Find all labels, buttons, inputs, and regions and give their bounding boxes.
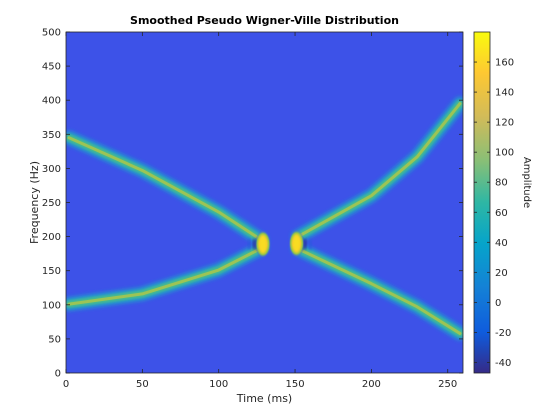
x-tick-label: 250: [438, 379, 457, 390]
y-tick-label: 300: [42, 164, 61, 175]
y-tick-label: 350: [42, 130, 61, 141]
y-tick-label: 100: [42, 300, 61, 311]
ridge-2: [66, 241, 268, 311]
plot-area: [65, 31, 464, 374]
colorbar-label: Amplitude: [521, 157, 532, 208]
ridge-4: [291, 242, 463, 340]
colorbar-tick-label: 60: [495, 208, 508, 219]
y-tick-label: 50: [48, 334, 61, 345]
x-tick-label: 50: [136, 379, 149, 390]
hotspot-1: [254, 230, 271, 259]
x-tick-label: 0: [63, 379, 69, 390]
colorbar-ticks: -40 -20 0 20 40 60 80 100 120 140 160: [474, 58, 514, 369]
ridge-1: [66, 131, 268, 247]
y-tick-label: 450: [42, 62, 61, 73]
colorbar-tick-label: 40: [495, 238, 508, 249]
x-tick-label: 100: [209, 379, 228, 390]
colorbar-gradient: [473, 31, 491, 374]
colorbar-tick-label: 100: [495, 148, 514, 159]
y-tick-label: 200: [42, 232, 61, 243]
colorbar-tick-label: 0: [495, 298, 501, 309]
ridge-3: [291, 97, 463, 244]
colorbar: -40 -20 0 20 40 60 80 100 120 140 160 Amplitude: [473, 31, 532, 374]
colorbar-tick-label: 20: [495, 268, 508, 279]
y-tick-label: 0: [55, 369, 61, 380]
x-axis-label: Time (ms): [236, 392, 292, 405]
y-axis-label: Frequency (Hz): [28, 161, 41, 244]
colorbar-tick-label: -40: [495, 358, 511, 369]
plot-background: [66, 32, 463, 373]
chart-title: Smoothed Pseudo Wigner-Ville Distributio…: [130, 14, 399, 27]
colorbar-tick-label: 160: [495, 58, 514, 69]
ridge-layer: [66, 97, 463, 340]
colorbar-tick-label: -20: [495, 328, 511, 339]
y-axis: 0 50 100 150 200 250 300 350 400 450 500: [42, 28, 463, 380]
y-tick-label: 500: [42, 28, 61, 39]
y-tick-label: 150: [42, 266, 61, 277]
x-tick-label: 200: [362, 379, 381, 390]
hotspot-2: [288, 229, 305, 258]
y-tick-label: 250: [42, 198, 61, 209]
colorbar-tick-label: 120: [495, 118, 514, 129]
colorbar-tick-label: 80: [495, 178, 508, 189]
x-axis: 0 50 100 150 200 250: [63, 32, 457, 390]
colorbar-tick-label: 140: [495, 88, 514, 99]
x-tick-label: 150: [285, 379, 304, 390]
y-tick-label: 400: [42, 96, 61, 107]
